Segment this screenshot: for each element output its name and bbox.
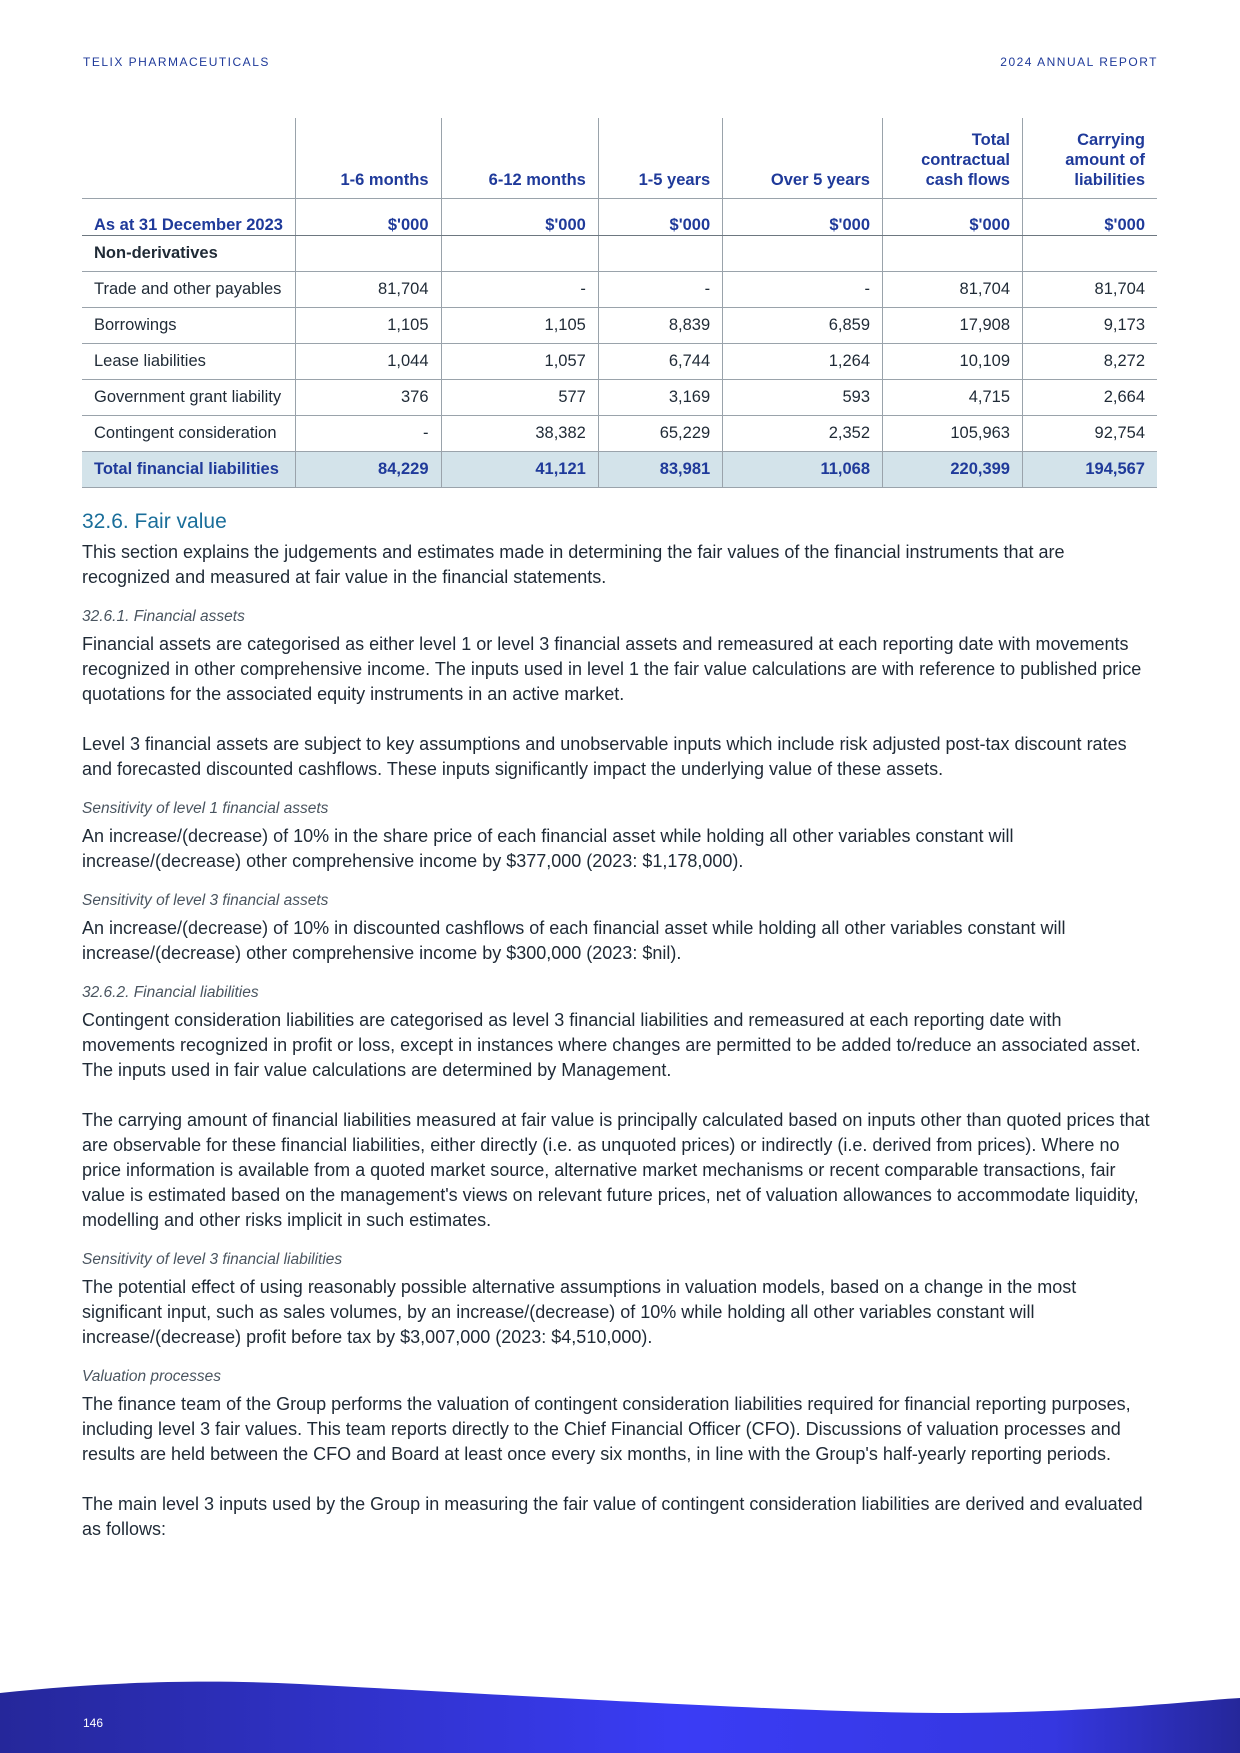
cell-value: 1,105 (440, 307, 599, 344)
cell-value: 92,754 (1022, 415, 1157, 452)
unit: $'000 (1022, 198, 1157, 236)
cell-value: 1,105 (295, 307, 442, 344)
paragraph: The finance team of the Group performs t… (82, 1394, 1131, 1464)
cell-value: 8,839 (597, 307, 723, 344)
subheading: Sensitivity of level 3 financial assets (82, 892, 329, 909)
cell-value: 38,382 (440, 415, 599, 452)
paragraph: An increase/(decrease) of 10% in the sha… (82, 826, 1014, 871)
period-label: As at 31 December 2023 (82, 198, 296, 236)
cell-value: 194,567 (1022, 451, 1157, 488)
cell-value: 81,704 (295, 271, 442, 308)
col-header: 1-5 years (597, 118, 723, 199)
row-label: Government grant liability (82, 379, 296, 416)
row-label: Contingent consideration (82, 415, 296, 452)
cell-value: 105,963 (882, 415, 1023, 452)
cell-value: - (295, 415, 442, 452)
cell-value: 1,057 (440, 343, 599, 380)
cell-value: 4,715 (882, 379, 1023, 416)
section-label: Non-derivatives (82, 235, 296, 272)
unit: $'000 (882, 198, 1023, 236)
cell-value: 6,859 (722, 307, 883, 344)
row-label: Lease liabilities (82, 343, 296, 380)
row-label: Borrowings (82, 307, 296, 344)
cell-value: 593 (722, 379, 883, 416)
paragraph: The main level 3 inputs used by the Grou… (82, 1494, 1143, 1539)
cell-value: 577 (440, 379, 599, 416)
subheading: Valuation processes (82, 1368, 222, 1385)
unit: $'000 (722, 198, 883, 236)
cell-value: 6,744 (597, 343, 723, 380)
row-label: Total financial liabilities (82, 451, 296, 488)
header-report: 2024 ANNUAL REPORT (1000, 55, 1158, 69)
cell-value: 41,121 (440, 451, 599, 488)
cell-value: 11,068 (722, 451, 883, 488)
unit: $'000 (597, 198, 723, 236)
cell-value: 1,044 (295, 343, 442, 380)
cell-value: 9,173 (1022, 307, 1157, 344)
page-number: 146 (83, 1716, 104, 1730)
cell-value: 220,399 (882, 451, 1023, 488)
subheading: 32.6.2. Financial liabilities (82, 984, 259, 1001)
cell-value: - (597, 271, 723, 308)
cell-value: 8,272 (1022, 343, 1157, 380)
paragraph: The potential effect of using reasonably… (82, 1277, 1077, 1347)
col-header: Total contractual cash flows (882, 118, 1023, 199)
cell-value: 65,229 (597, 415, 723, 452)
subheading: 32.6.1. Financial assets (82, 608, 245, 625)
unit: $'000 (295, 198, 442, 236)
subheading: Sensitivity of level 3 financial liabili… (82, 1251, 343, 1268)
cell-value: 10,109 (882, 343, 1023, 380)
table-row: Borrowings 1,105 1,105 8,839 6,859 17,908 9,17… (82, 307, 1157, 344)
col-header: Carrying amount of liabilities (1022, 118, 1157, 199)
cell-value: - (440, 271, 599, 308)
cell-value: 81,704 (882, 271, 1023, 308)
footer-wave (0, 1681, 1240, 1753)
cell-value: 17,908 (882, 307, 1023, 344)
cell-value: - (722, 271, 883, 308)
liabilities-table: 1-6 months 6-12 months 1-5 years Over 5 … (82, 118, 1157, 488)
paragraph: An increase/(decrease) of 10% in discoun… (82, 918, 1066, 963)
cell-value: 81,704 (1022, 271, 1157, 308)
table-row: Lease liabilities 1,044 1,057 6,744 1,264 10,… (82, 343, 1157, 380)
col-header: 1-6 months (295, 118, 442, 199)
section-title: 32.6. Fair value (82, 510, 227, 533)
cell-value: 83,981 (597, 451, 723, 488)
total-row: Total financial liabilities 84,229 41,121 8… (82, 451, 1157, 488)
paragraph: Financial assets are categorised as eith… (82, 634, 1142, 704)
cell-value: 3,169 (597, 379, 723, 416)
unit: $'000 (440, 198, 599, 236)
row-label: Trade and other payables (82, 271, 296, 308)
col-header: 6-12 months (440, 118, 599, 199)
paragraph: This section explains the judgements and… (82, 542, 1065, 587)
paragraph: The carrying amount of financial liabili… (82, 1110, 1150, 1230)
section-body: This section explains the judgements and… (82, 540, 1152, 1560)
table-row: Contingent consideration -38,382 65,229 2,3… (82, 415, 1157, 452)
cell-value: 84,229 (295, 451, 442, 488)
header-company: TELIX PHARMACEUTICALS (83, 55, 270, 69)
cell-value: 1,264 (722, 343, 883, 380)
table-row: Government grant liability 376 577 3,169 593… (82, 379, 1157, 416)
cell-value: 2,664 (1022, 379, 1157, 416)
paragraph: Level 3 financial assets are subject to … (82, 734, 1127, 779)
cell-value: 2,352 (722, 415, 883, 452)
col-header: Over 5 years (722, 118, 883, 199)
table-row: Trade and other payables 81,704- - -81,704 8… (82, 271, 1157, 308)
subheading: Sensitivity of level 1 financial assets (82, 800, 329, 817)
cell-value: 376 (295, 379, 442, 416)
paragraph: Contingent consideration liabilities are… (82, 1010, 1141, 1080)
